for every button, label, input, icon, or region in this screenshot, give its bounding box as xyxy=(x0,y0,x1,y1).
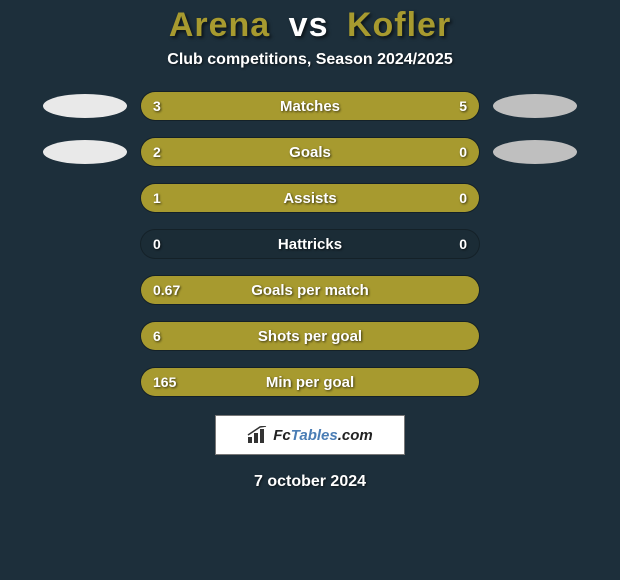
stat-row: 35Matches xyxy=(0,91,620,121)
stat-row: 0.67Goals per match xyxy=(0,275,620,305)
stat-bar: 0 0Hattricks xyxy=(140,229,480,259)
player2-badge-slot xyxy=(490,93,580,119)
player2-badge-slot xyxy=(490,323,580,349)
stat-bar: 20Goals xyxy=(140,137,480,167)
subtitle: Club competitions, Season 2024/2025 xyxy=(0,51,620,69)
player1-badge-slot xyxy=(40,277,130,303)
stat-bar: 165Min per goal xyxy=(140,367,480,397)
player2-badge xyxy=(493,140,577,164)
fctables-logo[interactable]: FcTables.com xyxy=(215,415,405,455)
stat-bar: 10Assists xyxy=(140,183,480,213)
stat-row: 6Shots per goal xyxy=(0,321,620,351)
stat-row: 165Min per goal xyxy=(0,367,620,397)
player1-badge-slot xyxy=(40,323,130,349)
stat-row: 20Goals xyxy=(0,137,620,167)
stat-row: 0 0Hattricks xyxy=(0,229,620,259)
player2-badge-slot xyxy=(490,139,580,165)
bar-left-fill xyxy=(141,322,479,350)
bar-left-fill xyxy=(141,368,479,396)
player2-badge-slot xyxy=(490,185,580,211)
comparison-card: Arena vs Kofler Club competitions, Seaso… xyxy=(0,0,620,580)
stat-bar: 35Matches xyxy=(140,91,480,121)
logo-text: FcTables.com xyxy=(273,427,373,444)
stat-label: Hattricks xyxy=(141,230,479,258)
stat-bar: 0.67Goals per match xyxy=(140,275,480,305)
chart-icon xyxy=(247,426,269,444)
player2-badge xyxy=(493,94,577,118)
player1-badge-slot xyxy=(40,93,130,119)
player1-badge xyxy=(43,94,127,118)
logo-dotcom: .com xyxy=(338,427,373,444)
player2-name: Kofler xyxy=(347,6,451,44)
date: 7 october 2024 xyxy=(0,473,620,491)
bar-left-fill xyxy=(141,138,405,166)
player1-badge-slot xyxy=(40,231,130,257)
player1-badge-slot xyxy=(40,139,130,165)
bar-right-fill xyxy=(268,92,479,120)
bar-left-fill xyxy=(141,184,405,212)
stat-value-left: 0 xyxy=(153,230,161,258)
player1-name: Arena xyxy=(169,6,270,44)
player2-badge-slot xyxy=(490,277,580,303)
bar-left-fill xyxy=(141,92,268,120)
bar-right-fill xyxy=(405,184,479,212)
bar-left-fill xyxy=(141,276,479,304)
player2-badge-slot xyxy=(490,231,580,257)
stats-rows: 35Matches 20Goals 10Assists 0 0Hattricks 0.67… xyxy=(0,91,620,397)
bar-right-fill xyxy=(405,138,479,166)
vs-label: vs xyxy=(289,6,329,44)
stat-bar: 6Shots per goal xyxy=(140,321,480,351)
player1-badge xyxy=(43,140,127,164)
logo-tables: Tables xyxy=(291,427,338,444)
player1-badge-slot xyxy=(40,185,130,211)
player2-badge-slot xyxy=(490,369,580,395)
logo-fc: Fc xyxy=(273,427,291,444)
page-title: Arena vs Kofler xyxy=(0,6,620,45)
stat-row: 10Assists xyxy=(0,183,620,213)
player1-badge-slot xyxy=(40,369,130,395)
stat-value-right: 0 xyxy=(459,230,467,258)
